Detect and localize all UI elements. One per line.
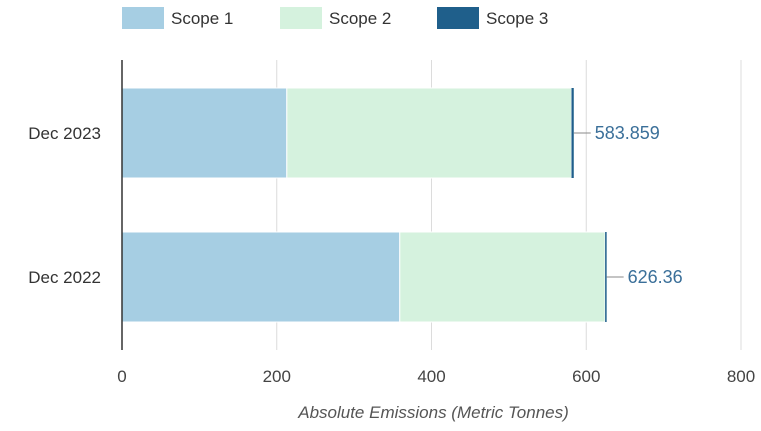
legend-label-scope-2: Scope 2 [329, 9, 391, 28]
legend-swatch-scope-1 [122, 7, 164, 29]
legend-swatch-scope-3 [437, 7, 479, 29]
legend: Scope 1 Scope 2 Scope 3 [122, 7, 548, 29]
x-axis: 0 200 400 600 800 Absolute Emissions (Metric … [117, 367, 755, 422]
x-tick-label: 200 [263, 367, 291, 386]
total-labels: 583.859 626.36 [573, 123, 683, 287]
total-label-dec-2023: 583.859 [595, 123, 660, 143]
x-tick-label: 400 [417, 367, 445, 386]
y-category-label: Dec 2023 [28, 124, 101, 143]
bar-dec-2023-scope-3 [571, 88, 574, 178]
x-tick-label: 0 [117, 367, 126, 386]
legend-label-scope-1: Scope 1 [171, 9, 233, 28]
bars [121, 87, 607, 323]
bar-dec-2022-scope-3 [605, 232, 607, 322]
y-category-label: Dec 2022 [28, 268, 101, 287]
x-tick-label: 600 [572, 367, 600, 386]
y-axis: Dec 2023 Dec 2022 [28, 60, 123, 350]
legend-label-scope-3: Scope 3 [486, 9, 548, 28]
total-label-dec-2022: 626.36 [628, 267, 683, 287]
legend-swatch-scope-2 [280, 7, 322, 29]
bar-dec-2022-scope-1 [121, 231, 401, 323]
bar-dec-2022-scope-2 [399, 231, 606, 323]
x-tick-label: 800 [727, 367, 755, 386]
x-axis-title: Absolute Emissions (Metric Tonnes) [297, 403, 569, 422]
bar-dec-2023-scope-2 [286, 87, 572, 179]
bar-dec-2023-scope-1 [121, 87, 288, 179]
